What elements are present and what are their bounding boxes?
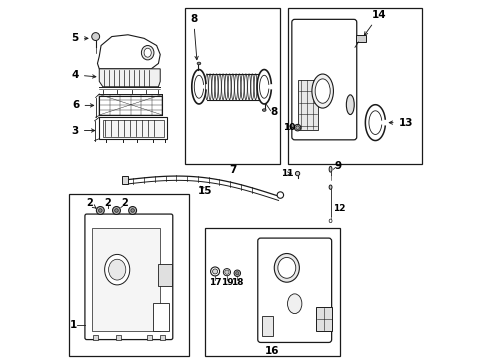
Bar [204, 228, 339, 356]
Ellipse shape [104, 255, 129, 285]
Bar [355, 36, 366, 42]
FancyBboxPatch shape [85, 214, 172, 339]
Text: 2: 2 [121, 198, 127, 208]
Ellipse shape [294, 125, 300, 131]
Ellipse shape [234, 270, 240, 276]
Ellipse shape [328, 185, 331, 189]
Text: 12: 12 [333, 204, 345, 213]
Text: 2: 2 [86, 198, 96, 208]
Text: 6: 6 [72, 100, 94, 111]
Bar [287, 8, 421, 164]
Bar [185, 8, 280, 164]
Bar [147, 335, 152, 339]
Ellipse shape [96, 207, 104, 215]
Ellipse shape [328, 166, 331, 172]
Bar [99, 117, 167, 139]
Ellipse shape [210, 267, 219, 276]
PathPatch shape [99, 69, 160, 87]
Text: 19: 19 [220, 278, 233, 287]
Bar [153, 303, 169, 331]
Text: 3: 3 [71, 126, 95, 135]
Text: 9: 9 [333, 161, 341, 171]
PathPatch shape [97, 35, 160, 69]
Text: 8: 8 [189, 14, 198, 60]
Text: 10: 10 [282, 123, 295, 132]
Ellipse shape [277, 257, 295, 278]
Bar [159, 335, 164, 339]
Ellipse shape [115, 209, 118, 212]
Bar [99, 96, 162, 116]
Ellipse shape [287, 294, 301, 314]
Bar [69, 194, 188, 356]
Text: 11: 11 [280, 169, 292, 178]
Text: 16: 16 [264, 346, 279, 356]
Text: 5: 5 [71, 33, 88, 43]
FancyBboxPatch shape [291, 19, 356, 140]
Ellipse shape [108, 259, 125, 280]
Ellipse shape [223, 269, 230, 276]
Ellipse shape [262, 109, 265, 111]
Ellipse shape [311, 74, 333, 108]
Ellipse shape [112, 207, 120, 215]
Text: 4: 4 [71, 70, 96, 80]
Ellipse shape [212, 269, 217, 274]
Bar [92, 228, 160, 330]
Ellipse shape [197, 62, 201, 65]
Ellipse shape [235, 272, 239, 275]
Bar [116, 335, 121, 339]
Text: 2: 2 [104, 198, 111, 208]
FancyBboxPatch shape [257, 238, 331, 342]
Bar [158, 264, 172, 286]
Bar [93, 335, 98, 339]
Ellipse shape [277, 192, 283, 198]
Bar [298, 80, 317, 130]
Bar [102, 120, 163, 137]
Ellipse shape [328, 219, 331, 223]
Text: 14: 14 [364, 10, 386, 35]
Text: 15: 15 [198, 186, 212, 196]
Ellipse shape [141, 45, 154, 60]
Ellipse shape [92, 33, 100, 41]
Ellipse shape [99, 209, 102, 212]
Ellipse shape [295, 171, 299, 176]
Ellipse shape [144, 48, 151, 57]
Ellipse shape [128, 207, 136, 215]
Text: 7: 7 [228, 165, 236, 175]
Text: 8: 8 [270, 107, 277, 117]
Ellipse shape [295, 126, 299, 130]
Text: 18: 18 [231, 278, 243, 287]
Text: 1: 1 [69, 320, 77, 330]
Ellipse shape [314, 79, 329, 103]
Ellipse shape [274, 253, 299, 282]
Ellipse shape [224, 270, 228, 274]
Bar [122, 176, 128, 184]
Ellipse shape [131, 209, 134, 212]
Bar [316, 307, 332, 330]
Bar [262, 316, 273, 336]
Text: 17: 17 [208, 278, 221, 287]
Ellipse shape [346, 95, 353, 114]
Text: 13: 13 [388, 118, 412, 128]
